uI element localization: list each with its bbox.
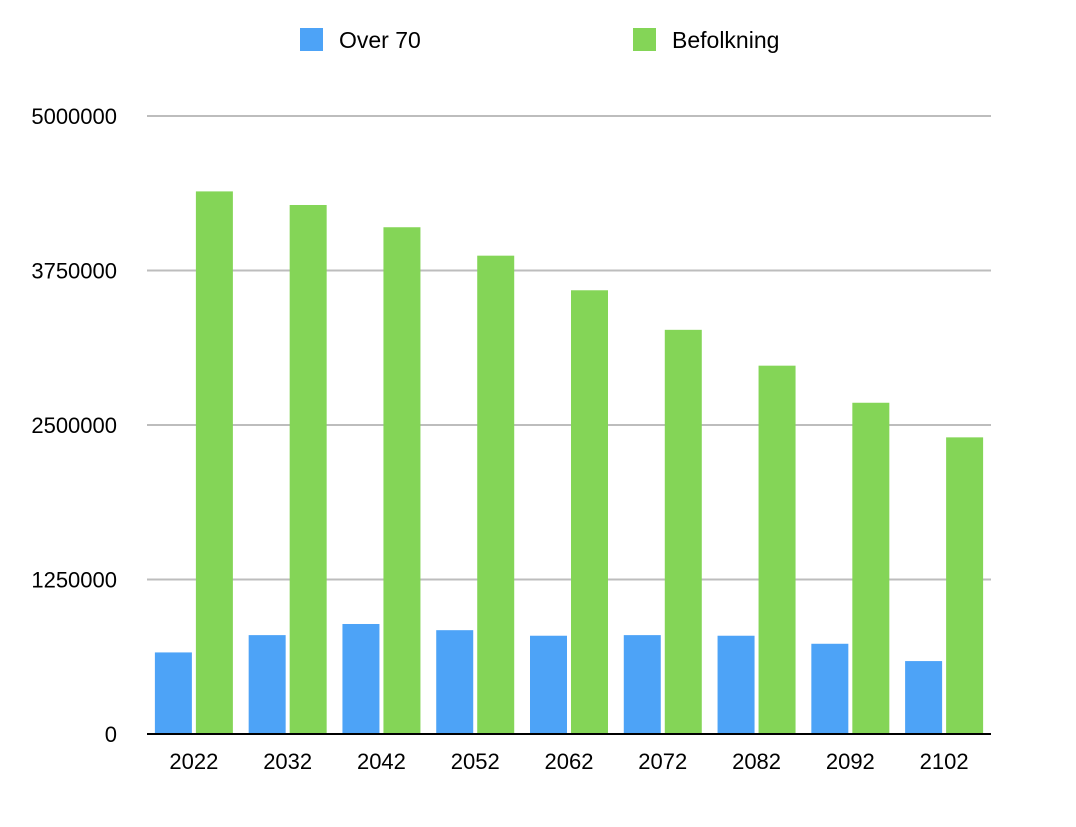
x-axis-ticks: 2022 2032 2042 2052 2062 2072 2082 2092 2102 — [169, 749, 968, 774]
x-tick-label: 2052 — [451, 749, 500, 774]
x-tick-label: 2092 — [826, 749, 875, 774]
legend-label-befolkning: Befolkning — [672, 27, 779, 53]
y-tick-label: 5000000 — [31, 104, 117, 129]
y-tick-label: 0 — [105, 722, 117, 747]
bar-befolkning-2102 — [946, 437, 984, 734]
bar-befolkning-2062 — [571, 290, 608, 734]
legend-label-over-70: Over 70 — [339, 27, 421, 53]
x-tick-label: 2072 — [638, 749, 687, 774]
y-tick-label: 3750000 — [31, 259, 117, 284]
x-tick-label: 2022 — [169, 749, 218, 774]
legend: Over 70 Befolkning — [300, 27, 779, 53]
legend-swatch-befolkning — [633, 28, 656, 51]
bar-over-70-2062 — [530, 635, 567, 734]
bar-befolkning-2022 — [195, 191, 233, 734]
bar-befolkning-2052 — [477, 255, 515, 734]
x-tick-label: 2062 — [545, 749, 594, 774]
bars — [154, 191, 984, 735]
bar-befolkning-2092 — [852, 402, 890, 734]
bar-befolkning-2082 — [758, 365, 796, 734]
bar-over-70-2052 — [436, 630, 474, 734]
x-tick-label: 2032 — [263, 749, 312, 774]
bar-over-70-2102 — [905, 661, 943, 734]
bar-over-70-2072 — [623, 635, 661, 734]
y-tick-label: 1250000 — [31, 568, 117, 593]
x-tick-label: 2042 — [357, 749, 406, 774]
bar-over-70-2042 — [342, 623, 380, 734]
bar-over-70-2082 — [717, 635, 755, 734]
y-tick-label: 2500000 — [31, 413, 117, 438]
bar-befolkning-2032 — [289, 204, 327, 734]
legend-swatch-over-70 — [300, 28, 323, 51]
bar-over-70-2032 — [248, 635, 286, 734]
bar-over-70-2092 — [811, 643, 849, 734]
bar-befolkning-2042 — [383, 227, 421, 735]
gridlines — [147, 115, 991, 581]
bar-befolkning-2072 — [664, 329, 702, 734]
bar-over-70-2022 — [154, 652, 192, 734]
x-tick-label: 2082 — [732, 749, 781, 774]
x-tick-label: 2102 — [920, 749, 969, 774]
y-axis-ticks: 0 1250000 2500000 3750000 5000000 — [31, 104, 117, 747]
